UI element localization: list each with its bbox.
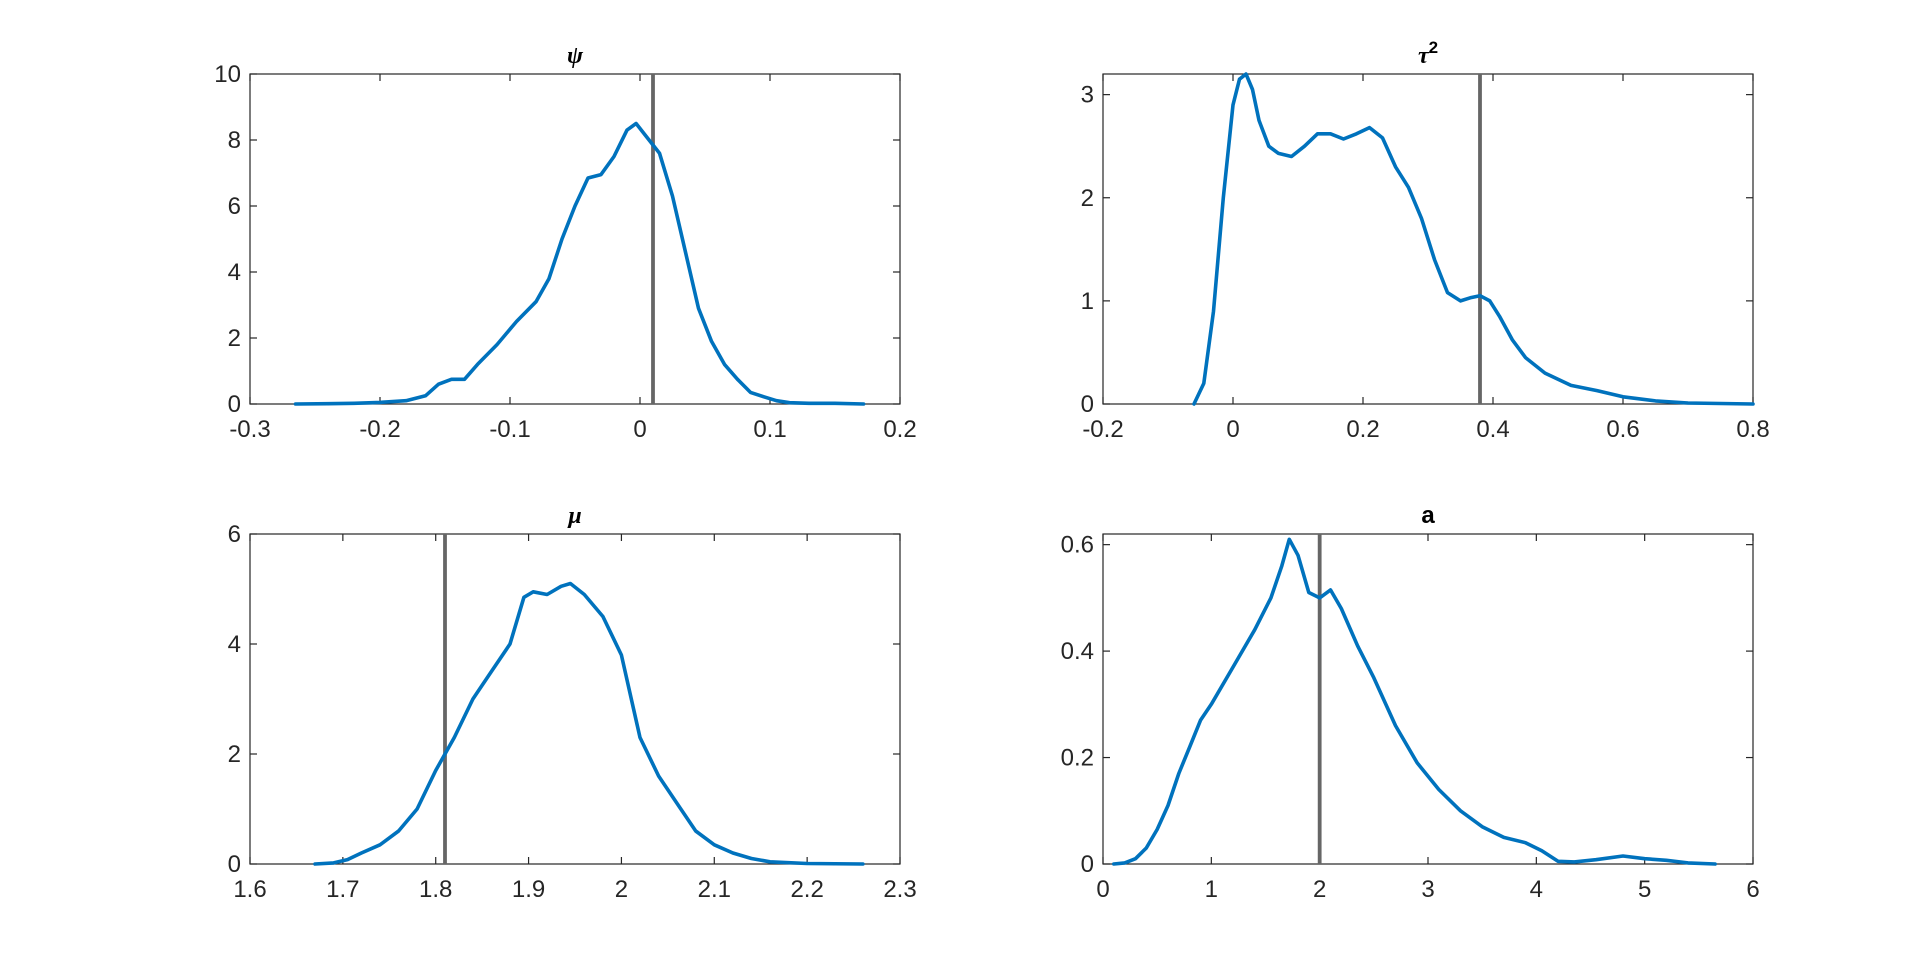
- tau-squared-density-curve: [1192, 72, 1755, 406]
- a-x-tick-label: 0: [1096, 876, 1109, 903]
- subplot-psi: -0.3 -0.2 -0.1 0 0.1 0.2 0 2 4 6 8 10 ψ: [214, 43, 916, 443]
- mu-axes-frame: [249, 533, 901, 865]
- psi-y-tick-label: 2: [228, 325, 241, 352]
- a-y-tick-label: 0.2: [1061, 745, 1094, 772]
- mu-y-tick-label: 0: [228, 851, 241, 878]
- mu-x-tick-label: 2.1: [698, 876, 731, 903]
- tau-squared-title-text: τ: [1418, 43, 1430, 69]
- mu-x-tick-label: 1.8: [419, 876, 452, 903]
- psi-title: ψ: [567, 43, 584, 69]
- psi-x-tick-label: 0.1: [753, 416, 786, 443]
- a-y-tick-label: 0.4: [1061, 638, 1094, 665]
- subplot-a: 0 1 2 3 4 5 6 0 0.2 0.4 0.6 a: [1061, 502, 1760, 903]
- a-density-curve: [1112, 537, 1717, 866]
- a-title-text: a: [1421, 502, 1435, 529]
- psi-x-tick-label: -0.1: [489, 416, 530, 443]
- tau-squared-title-superscript: 2: [1429, 38, 1438, 57]
- tau-squared-x-tick-label: 0.8: [1736, 416, 1769, 443]
- psi-x-tick-label: -0.2: [359, 416, 400, 443]
- mu-x-tick-label: 2.2: [790, 876, 823, 903]
- tau-squared-title: τ2: [1418, 38, 1438, 69]
- a-x-tick-label: 6: [1746, 876, 1759, 903]
- mu-x-tick-label: 1.6: [233, 876, 266, 903]
- mu-x-tick-label: 1.9: [512, 876, 545, 903]
- a-y-tick-label: 0: [1081, 851, 1094, 878]
- psi-title-text: ψ: [567, 43, 584, 69]
- a-x-tick-label: 4: [1530, 876, 1543, 903]
- psi-y-tick-label: 8: [228, 127, 241, 154]
- psi-density-curve: [293, 121, 866, 406]
- a-x-tick-label: 5: [1638, 876, 1651, 903]
- psi-x-tick-label: -0.3: [229, 416, 270, 443]
- psi-y-tick-label: 4: [228, 259, 241, 286]
- mu-x-tick-label: 1.7: [326, 876, 359, 903]
- tau-squared-y-tick-label: 3: [1081, 82, 1094, 109]
- mu-y-tick-label: 6: [228, 521, 241, 548]
- psi-x-tick-label: 0.2: [883, 416, 916, 443]
- tau-squared-x-tick-label: 0.2: [1346, 416, 1379, 443]
- a-title: a: [1421, 502, 1435, 529]
- mu-title: μ: [566, 503, 581, 529]
- a-x-tick-label: 1: [1205, 876, 1218, 903]
- tau-squared-x-tick-label: 0.4: [1476, 416, 1509, 443]
- tau-squared-y-tick-label: 2: [1081, 185, 1094, 212]
- subplot-mu: 1.6 1.7 1.8 1.9 2 2.1 2.2 2.3 0 2 4 6 μ: [228, 503, 917, 903]
- mu-y-tick-label: 4: [228, 631, 241, 658]
- tau-squared-x-tick-label: -0.2: [1082, 416, 1123, 443]
- mu-title-text: μ: [566, 503, 581, 529]
- psi-x-tick-label: 0: [633, 416, 646, 443]
- tau-squared-x-tick-label: 0.6: [1606, 416, 1639, 443]
- tau-squared-y-tick-label: 0: [1081, 391, 1094, 418]
- a-x-tick-label: 2: [1313, 876, 1326, 903]
- psi-axes-frame: [249, 73, 901, 405]
- mu-x-tick-label: 2.3: [883, 876, 916, 903]
- psi-y-tick-label: 10: [214, 61, 241, 88]
- a-axes-frame: [1102, 533, 1754, 865]
- mu-y-tick-label: 2: [228, 741, 241, 768]
- mu-density-curve: [313, 581, 865, 866]
- psi-y-tick-label: 0: [228, 391, 241, 418]
- tau-squared-y-tick-label: 1: [1081, 288, 1094, 315]
- a-x-tick-label: 3: [1421, 876, 1434, 903]
- a-y-tick-label: 0.6: [1061, 532, 1094, 559]
- mu-x-tick-label: 2: [615, 876, 628, 903]
- tau-squared-x-tick-label: 0: [1226, 416, 1239, 443]
- psi-y-tick-label: 6: [228, 193, 241, 220]
